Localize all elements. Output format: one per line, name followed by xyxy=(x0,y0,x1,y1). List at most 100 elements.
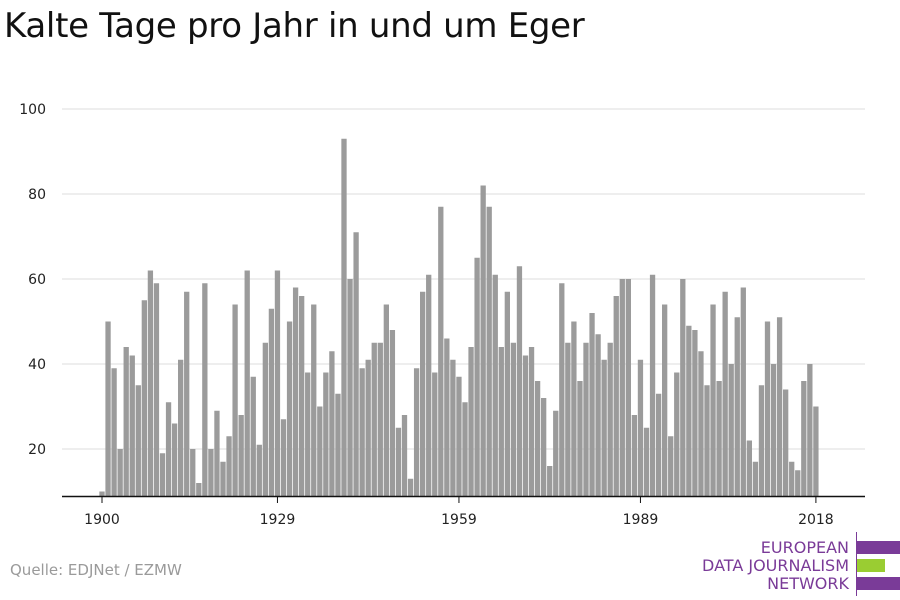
bar-1903 xyxy=(117,449,123,496)
logo-bar-green xyxy=(857,559,885,572)
bar-1998 xyxy=(692,330,698,496)
bar-1975 xyxy=(553,410,559,496)
bar-1961 xyxy=(468,347,474,496)
bar-1923 xyxy=(238,415,244,496)
bar-1941 xyxy=(347,279,353,496)
bar-1937 xyxy=(323,372,329,496)
bar-2012 xyxy=(776,317,783,496)
bar-1968 xyxy=(510,342,517,496)
logo-line-3: NETWORK xyxy=(767,574,849,593)
bar-1969 xyxy=(516,266,523,496)
bar-1946 xyxy=(377,342,383,496)
bar-1911 xyxy=(165,402,172,496)
bar-1939 xyxy=(335,393,341,496)
bar-1981 xyxy=(589,313,595,496)
bar-1990 xyxy=(643,427,650,496)
bar-1983 xyxy=(601,359,607,496)
bar-1974 xyxy=(547,466,553,496)
logo-bar-purple-top xyxy=(857,541,900,554)
bar-1913 xyxy=(178,359,184,496)
bar-1950 xyxy=(401,415,408,496)
bar-1962 xyxy=(474,257,480,496)
bar-1922 xyxy=(232,304,238,496)
bar-1906 xyxy=(135,385,141,496)
bar-1942 xyxy=(353,232,359,496)
logo-divider xyxy=(856,532,857,596)
x-tick-label: 2018 xyxy=(798,512,834,528)
bar-1943 xyxy=(359,368,365,496)
bar-2014 xyxy=(789,461,795,496)
bar-1926 xyxy=(256,444,262,496)
bar-1908 xyxy=(147,270,154,496)
bar-1967 xyxy=(504,291,510,496)
y-tick-label: 40 xyxy=(28,357,46,373)
bar-1989 xyxy=(637,359,644,496)
bar-1952 xyxy=(413,368,420,496)
bar-1947 xyxy=(383,304,389,496)
y-axis-labels: 20 40 60 80 100 xyxy=(19,102,46,458)
bar-1972 xyxy=(534,381,541,496)
bar-2001 xyxy=(710,304,716,496)
bar-1917 xyxy=(202,283,208,496)
bar-2004 xyxy=(728,364,734,496)
bar-1949 xyxy=(395,427,402,496)
bar-1955 xyxy=(432,372,438,496)
bar-2013 xyxy=(783,389,789,496)
y-tick-label: 60 xyxy=(28,272,46,288)
bars xyxy=(99,138,819,496)
bar-1978 xyxy=(571,321,577,496)
bar-1940 xyxy=(341,138,347,496)
bar-1954 xyxy=(426,274,432,496)
bar-1957 xyxy=(444,338,450,496)
bar-1938 xyxy=(329,351,335,496)
bar-2015 xyxy=(795,470,801,496)
bar-2000 xyxy=(704,385,710,496)
bar-1956 xyxy=(438,206,444,496)
bar-1910 xyxy=(159,453,166,496)
bar-1944 xyxy=(365,359,371,496)
bar-1912 xyxy=(171,423,178,496)
x-tick-label: 1989 xyxy=(623,512,659,528)
bar-1953 xyxy=(420,291,426,496)
chart-title: Kalte Tage pro Jahr in und um Eger xyxy=(4,6,585,46)
y-tick-label: 80 xyxy=(28,187,46,203)
bar-1901 xyxy=(105,321,111,496)
bar-1996 xyxy=(680,279,686,496)
logo-line-1: EUROPEAN xyxy=(760,538,849,557)
bar-1982 xyxy=(595,334,601,496)
bar-1988 xyxy=(631,415,638,496)
bar-1925 xyxy=(250,376,256,496)
bar-1965 xyxy=(492,274,498,496)
bar-1986 xyxy=(619,279,625,496)
edjnet-logo[interactable]: EUROPEAN DATA JOURNALISM NETWORK xyxy=(700,530,900,596)
bar-1951 xyxy=(407,478,414,496)
bar-2011 xyxy=(770,364,777,496)
bar-1921 xyxy=(226,436,232,496)
bar-2007 xyxy=(746,440,752,496)
bar-2016 xyxy=(801,381,807,496)
bar-1994 xyxy=(668,436,674,496)
bar-1991 xyxy=(649,274,656,496)
bar-1958 xyxy=(450,359,456,496)
bar-1995 xyxy=(674,372,680,496)
bar-1948 xyxy=(389,330,396,496)
bar-1904 xyxy=(123,347,129,496)
bar-1916 xyxy=(196,483,202,496)
source-note: Quelle: EDJNet / EZMW xyxy=(10,561,182,579)
bar-1959 xyxy=(456,376,462,496)
bar-1987 xyxy=(625,279,631,496)
bar-2008 xyxy=(752,461,759,496)
bar-1933 xyxy=(299,296,305,496)
bar-1930 xyxy=(280,419,287,496)
bar-1929 xyxy=(274,270,281,496)
x-tick-label: 1900 xyxy=(84,512,120,528)
bar-2006 xyxy=(740,287,746,496)
bar-1927 xyxy=(262,342,268,496)
logo-bar-purple-bottom xyxy=(857,577,900,590)
bar-2009 xyxy=(758,385,765,496)
bar-1934 xyxy=(305,372,311,496)
bar-2002 xyxy=(716,381,722,496)
bar-1970 xyxy=(522,355,529,496)
bar-1999 xyxy=(698,351,704,496)
bar-1936 xyxy=(317,406,323,496)
